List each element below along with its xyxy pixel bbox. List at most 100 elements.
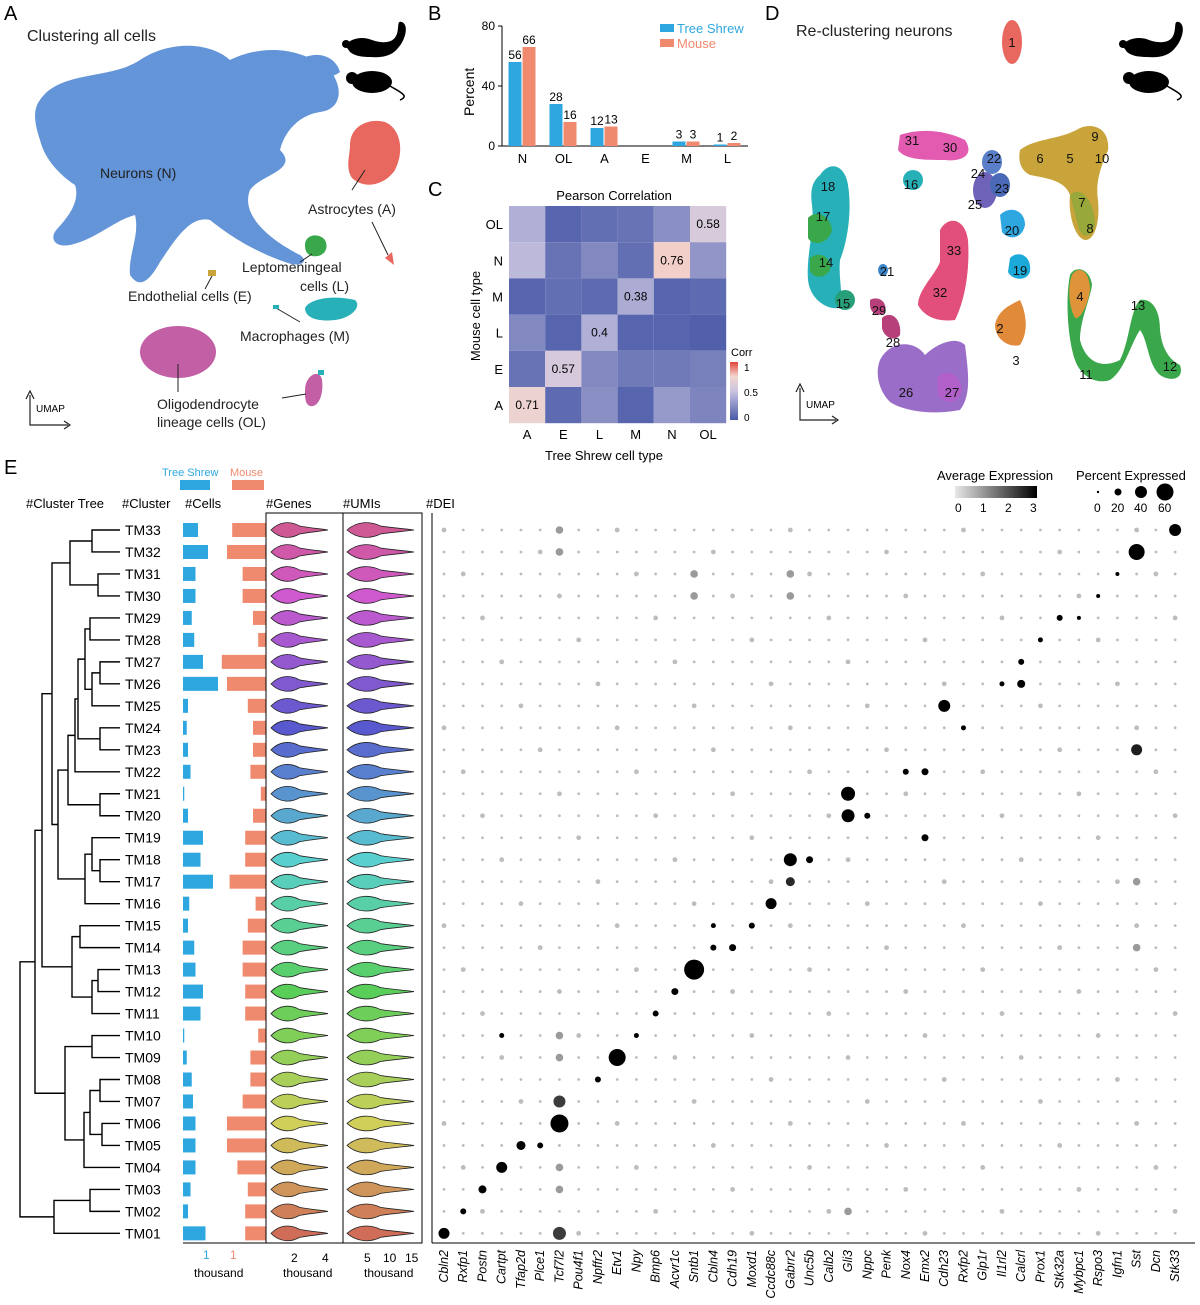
e-dot <box>750 770 754 774</box>
e-dot <box>1000 880 1004 884</box>
e-dot <box>1058 1209 1062 1213</box>
e-umis-violin <box>346 808 415 824</box>
e-dot <box>922 1033 928 1038</box>
e-cluster-label: TM21 <box>125 786 161 802</box>
e-cluster-label: TM16 <box>125 896 161 912</box>
e-dot <box>500 770 504 774</box>
e-header-cells: #Cells <box>185 496 222 511</box>
e-cells-bar-tree-shrew <box>183 1226 206 1241</box>
e-dot <box>692 946 696 950</box>
e-dot <box>481 1078 484 1081</box>
e-dot <box>827 1078 831 1081</box>
genes-violins <box>270 522 329 1242</box>
e-dot <box>1173 1122 1177 1125</box>
e-dot <box>1096 1056 1100 1059</box>
e-dot <box>538 858 542 862</box>
e-dot <box>1019 1100 1023 1103</box>
e-genes-violin <box>270 676 329 692</box>
e-dot <box>1039 550 1042 554</box>
e-dot <box>1135 1100 1139 1103</box>
e-cells-bar-mouse <box>247 1182 266 1197</box>
e-dot <box>615 858 619 862</box>
e-genes-violin <box>270 939 329 956</box>
e-cells-bar-tree-shrew <box>183 940 195 955</box>
e-dot <box>1000 792 1004 796</box>
e-cells-bar-mouse <box>245 1204 266 1219</box>
e-dot <box>634 1165 639 1170</box>
olig-label-1: Oligodendrocyte <box>157 396 259 412</box>
e-dot <box>500 968 504 971</box>
e-dot <box>1096 550 1100 554</box>
e-dot <box>441 923 447 929</box>
e-dot <box>596 1166 600 1169</box>
e-dot <box>827 968 831 971</box>
e-cluster-label: TM18 <box>125 852 161 868</box>
d-cluster-label: 14 <box>819 255 833 270</box>
e-dot <box>461 528 465 532</box>
e-cells-bar-tree-shrew <box>183 786 185 801</box>
e-genes-violin <box>270 1159 329 1176</box>
e-dot <box>1116 1209 1119 1213</box>
e-dot <box>519 858 523 862</box>
e-dot <box>846 1034 850 1037</box>
e-tree-link <box>34 829 65 1094</box>
astrocytes-pointer <box>351 169 366 191</box>
e-dot <box>577 968 581 971</box>
b-bar <box>686 141 700 146</box>
e-dot <box>1077 726 1081 730</box>
e-dot <box>750 1188 754 1191</box>
e-dot <box>1039 968 1042 971</box>
e-dot <box>865 726 869 730</box>
umis-axis-unit: thousand <box>364 1266 413 1280</box>
e-dot <box>942 770 946 774</box>
astrocytes-pointer-2 <box>371 221 389 256</box>
e-dot <box>711 1100 715 1103</box>
e-dot <box>1039 616 1042 620</box>
e-dot <box>519 1034 523 1037</box>
e-dot <box>1154 946 1158 950</box>
e-dot <box>577 902 581 906</box>
e-gene-label: Sst <box>1130 1249 1144 1268</box>
umis-frame <box>342 512 423 1244</box>
e-dot <box>1058 902 1062 906</box>
e-dot <box>577 792 581 796</box>
e-umis-violin <box>346 1181 415 1198</box>
e-dot <box>785 877 795 887</box>
e-dot <box>981 1078 985 1081</box>
e-dot <box>1039 1012 1042 1015</box>
e-dot <box>788 1209 792 1213</box>
e-dot <box>769 792 773 796</box>
e-dot <box>827 1144 831 1147</box>
e-dot <box>1077 1122 1081 1125</box>
e-dot <box>999 813 1005 819</box>
e-dot <box>608 1049 626 1067</box>
e-cluster-label: TM04 <box>125 1159 161 1175</box>
e-genes-violin <box>270 1093 329 1110</box>
e-dot <box>481 770 484 774</box>
e-dot <box>1058 792 1062 796</box>
e-dot <box>711 814 715 818</box>
e-dot <box>673 880 677 884</box>
avg-expr-title: Average Expression <box>937 468 1053 483</box>
e-gene-label: Cdh19 <box>726 1250 740 1287</box>
e-legend-tree-shrew: Tree Shrew <box>162 467 219 479</box>
e-dot <box>500 528 504 532</box>
e-dot <box>750 858 754 862</box>
e-dot <box>500 924 504 928</box>
b-y-tick-label: 0 <box>488 139 495 153</box>
e-dot <box>1096 968 1100 971</box>
avg-expr-tick-1: 1 <box>980 501 987 515</box>
e-dot <box>461 1122 465 1125</box>
e-dot <box>653 813 659 819</box>
e-dot <box>596 1122 600 1125</box>
e-dot <box>769 968 773 971</box>
cluster-number-labels: 1234567891011121314151617181920212223242… <box>816 35 1177 400</box>
e-dot <box>1154 1100 1158 1103</box>
e-dot <box>596 1209 600 1213</box>
e-dot <box>1058 682 1062 686</box>
e-dot <box>710 1143 716 1148</box>
e-dot <box>1058 594 1062 598</box>
c-x-tick-label: N <box>667 427 676 442</box>
e-dot <box>1058 572 1062 576</box>
